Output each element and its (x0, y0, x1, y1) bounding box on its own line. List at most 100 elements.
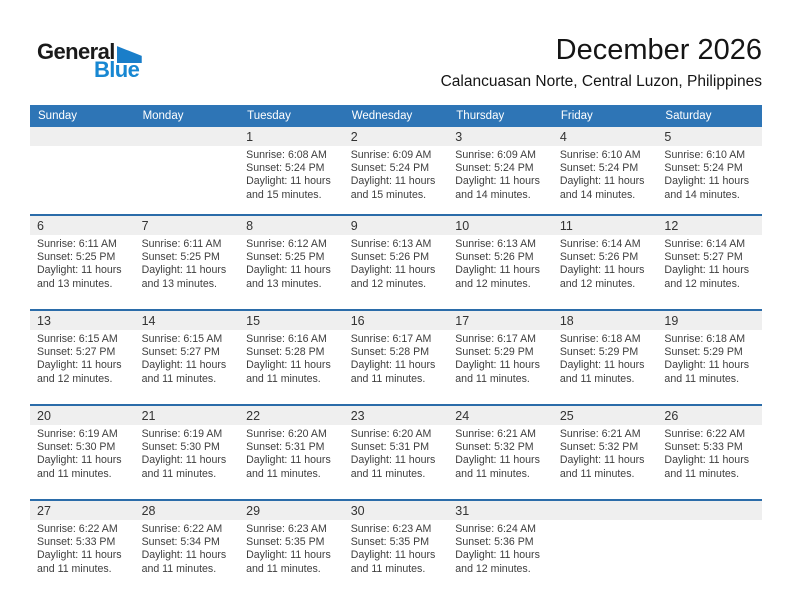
weekday-header-friday: Friday (560, 110, 593, 122)
day-details: Sunrise: 6:14 AM Sunset: 5:27 PM Daylight:… (664, 238, 759, 291)
daylight-line-1: Daylight: 11 hours (455, 264, 540, 277)
day-cell: 8 Sunrise: 6:12 AM Sunset: 5:25 PM Daylight… (239, 216, 344, 309)
day-details: Sunrise: 6:08 AM Sunset: 5:24 PM Daylight:… (246, 149, 341, 202)
daylight-line-1: Daylight: 11 hours (455, 454, 540, 467)
sunset-line: Sunset: 5:25 PM (246, 251, 325, 264)
day-cell: 23 Sunrise: 6:20 AM Sunset: 5:31 PM Dayligh… (344, 406, 449, 499)
daylight-line-2: and 12 minutes. (664, 277, 740, 290)
sunset-line: Sunset: 5:26 PM (455, 251, 534, 264)
empty-day-cell (553, 501, 658, 594)
day-number: 13 (37, 314, 51, 328)
sunrise-line: Sunrise: 6:13 AM (350, 238, 432, 250)
day-details: Sunrise: 6:24 AM Sunset: 5:36 PM Daylight:… (455, 523, 550, 576)
daylight-line-1: Daylight: 11 hours (559, 175, 645, 188)
day-cell: 2 Sunrise: 6:09 AM Sunset: 5:24 PM Daylight… (344, 127, 449, 214)
day-number: 7 (141, 219, 149, 233)
sunrise-line: Sunrise: 6:21 AM (559, 428, 641, 440)
sunrise-line: Sunrise: 6:22 AM (141, 523, 223, 535)
sunrise-line: Sunrise: 6:24 AM (455, 523, 536, 535)
day-number: 29 (246, 504, 261, 518)
logo-text-general: General (37, 39, 115, 64)
sunrise-line: Sunrise: 6:23 AM (350, 523, 432, 535)
empty-day-cell (30, 127, 135, 214)
day-details: Sunrise: 6:23 AM Sunset: 5:35 PM Daylight:… (246, 523, 341, 576)
daylight-line-1: Daylight: 11 hours (350, 549, 436, 562)
daylight-line-1: Daylight: 11 hours (246, 359, 331, 372)
sunrise-line: Sunrise: 6:12 AM (246, 238, 327, 250)
day-details: Sunrise: 6:16 AM Sunset: 5:28 PM Daylight:… (246, 333, 341, 386)
daylight-line-2: and 12 minutes. (350, 277, 427, 290)
title-block: December 2026 Calancuasan Norte, Central… (441, 34, 762, 91)
weekday-header-saturday: Saturday (665, 110, 712, 122)
day-cell: 13 Sunrise: 6:15 AM Sunset: 5:27 PM Dayligh… (30, 311, 135, 404)
sunset-line: Sunset: 5:32 PM (455, 441, 534, 454)
sunrise-line: Sunrise: 6:14 AM (559, 238, 641, 250)
day-number: 18 (559, 314, 574, 328)
daylight-line-1: Daylight: 11 hours (559, 264, 645, 277)
day-number: 20 (37, 409, 51, 423)
day-cell: 12 Sunrise: 6:14 AM Sunset: 5:27 PM Dayligh… (657, 216, 762, 309)
sunset-line: Sunset: 5:27 PM (141, 346, 220, 359)
day-number: 31 (455, 504, 470, 518)
daylight-line-2: and 11 minutes. (246, 467, 321, 480)
sunset-line: Sunset: 5:30 PM (37, 441, 116, 454)
day-details: Sunrise: 6:21 AM Sunset: 5:32 PM Daylight:… (455, 428, 550, 481)
day-cell: 4 Sunrise: 6:10 AM Sunset: 5:24 PM Daylight… (553, 127, 658, 214)
sunrise-line: Sunrise: 6:17 AM (455, 333, 536, 345)
sunrise-line: Sunrise: 6:19 AM (141, 428, 223, 440)
day-cell: 6 Sunrise: 6:11 AM Sunset: 5:25 PM Daylight… (30, 216, 135, 309)
daylight-line-1: Daylight: 11 hours (664, 359, 750, 372)
daylight-line-2: and 12 minutes. (37, 372, 113, 385)
week-row: 6 Sunrise: 6:11 AM Sunset: 5:25 PM Daylight… (30, 214, 762, 309)
sunset-line: Sunset: 5:26 PM (559, 251, 639, 264)
daylight-line-1: Daylight: 11 hours (664, 175, 750, 188)
sunrise-line: Sunrise: 6:19 AM (37, 428, 118, 440)
week-row: 13 Sunrise: 6:15 AM Sunset: 5:27 PM Dayligh… (30, 309, 762, 404)
sunset-line: Sunset: 5:29 PM (664, 346, 743, 359)
day-number: 27 (37, 504, 51, 518)
day-number: 10 (455, 219, 470, 233)
day-number: 19 (664, 314, 679, 328)
sunset-line: Sunset: 5:29 PM (455, 346, 534, 359)
calendar-table: Sunday Monday Tuesday Wednesday Thursday Frid… (30, 105, 762, 594)
sunset-line: Sunset: 5:36 PM (455, 536, 534, 549)
sunset-line: Sunset: 5:25 PM (141, 251, 220, 264)
sunset-line: Sunset: 5:24 PM (559, 162, 639, 175)
day-cell: 1 Sunrise: 6:08 AM Sunset: 5:24 PM Daylight… (239, 127, 344, 214)
general-blue-logo: General Blue (37, 41, 142, 81)
daylight-line-2: and 11 minutes. (37, 467, 112, 480)
daylight-line-1: Daylight: 11 hours (141, 264, 227, 277)
daylight-line-2: and 11 minutes. (455, 467, 530, 480)
daylight-line-1: Daylight: 11 hours (246, 549, 331, 562)
day-number: 1 (246, 130, 254, 144)
week-row: 20 Sunrise: 6:19 AM Sunset: 5:30 PM Dayligh… (30, 404, 762, 499)
daylight-line-1: Daylight: 11 hours (455, 359, 540, 372)
day-number: 23 (350, 409, 365, 423)
day-cell: 7 Sunrise: 6:11 AM Sunset: 5:25 PM Daylight… (135, 216, 240, 309)
sunrise-line: Sunrise: 6:09 AM (350, 149, 432, 161)
sunrise-line: Sunrise: 6:10 AM (559, 149, 641, 161)
day-details: Sunrise: 6:15 AM Sunset: 5:27 PM Daylight:… (37, 333, 132, 386)
day-cell: 15 Sunrise: 6:16 AM Sunset: 5:28 PM Dayligh… (239, 311, 344, 404)
daylight-line-2: and 11 minutes. (141, 372, 217, 385)
day-details: Sunrise: 6:19 AM Sunset: 5:30 PM Daylight:… (142, 428, 237, 481)
day-details: Sunrise: 6:18 AM Sunset: 5:29 PM Daylight:… (560, 333, 655, 386)
empty-day-cell (135, 127, 240, 214)
daylight-line-2: and 11 minutes. (141, 467, 217, 480)
daylight-line-1: Daylight: 11 hours (559, 359, 645, 372)
day-cell: 21 Sunrise: 6:19 AM Sunset: 5:30 PM Dayligh… (135, 406, 240, 499)
sunset-line: Sunset: 5:28 PM (246, 346, 325, 359)
daylight-line-2: and 14 minutes. (455, 188, 531, 201)
day-cell: 14 Sunrise: 6:15 AM Sunset: 5:27 PM Dayligh… (135, 311, 240, 404)
day-details: Sunrise: 6:09 AM Sunset: 5:24 PM Daylight:… (351, 149, 446, 202)
day-details: Sunrise: 6:18 AM Sunset: 5:29 PM Daylight:… (664, 333, 759, 386)
day-number: 5 (664, 130, 672, 144)
day-number: 21 (141, 409, 156, 423)
day-number: 3 (455, 130, 463, 144)
sunset-line: Sunset: 5:24 PM (350, 162, 430, 175)
day-number: 9 (350, 219, 358, 233)
weekday-header-tuesday: Tuesday (247, 110, 291, 122)
day-number: 8 (246, 219, 254, 233)
day-cell: 11 Sunrise: 6:14 AM Sunset: 5:26 PM Dayligh… (553, 216, 658, 309)
